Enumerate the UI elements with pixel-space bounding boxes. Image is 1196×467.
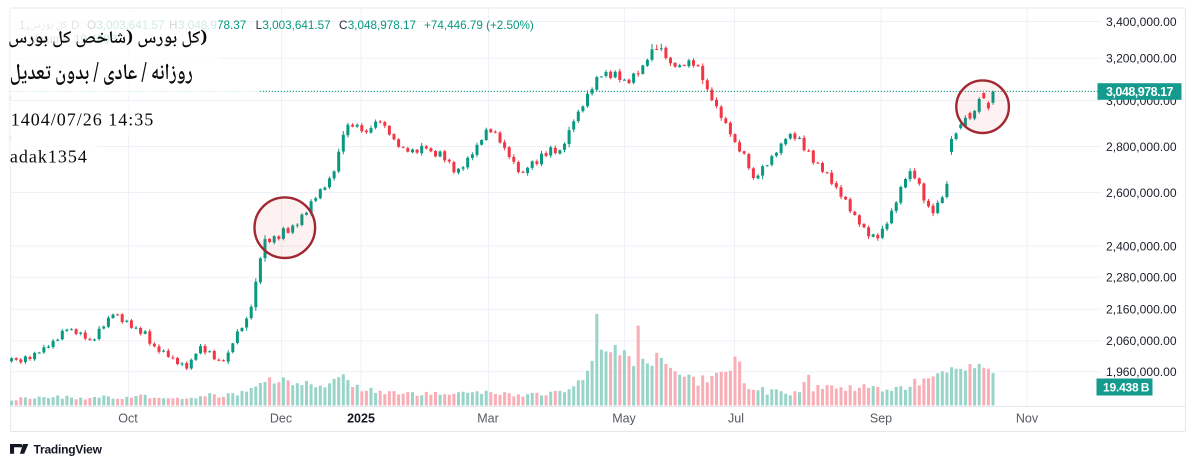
svg-text:1,960,000.00: 1,960,000.00 [1106, 365, 1177, 379]
svg-text:Jul: Jul [728, 412, 744, 426]
svg-text:adak1354: adak1354 [10, 146, 88, 166]
svg-text:Mar: Mar [477, 412, 499, 426]
svg-text:Dec: Dec [270, 412, 292, 426]
svg-text:3,400,000.00: 3,400,000.00 [1106, 15, 1177, 29]
svg-text:Sep: Sep [870, 412, 892, 426]
svg-text:19.438 B: 19.438 B [1103, 380, 1150, 394]
svg-text:2025: 2025 [347, 412, 375, 426]
svg-text:2,160,000.00: 2,160,000.00 [1106, 303, 1177, 317]
svg-text:2,400,000.00: 2,400,000.00 [1106, 239, 1177, 253]
svg-text:2,800,000.00: 2,800,000.00 [1106, 140, 1177, 154]
svg-text:3,048,978.17: 3,048,978.17 [348, 19, 416, 32]
svg-text:3,003,641.57: 3,003,641.57 [262, 19, 330, 32]
svg-text:2,280,000.00: 2,280,000.00 [1106, 271, 1177, 285]
svg-text:C: C [339, 19, 347, 32]
svg-text:Nov: Nov [1016, 412, 1039, 426]
svg-text:May: May [612, 412, 636, 426]
svg-text:2,060,000.00: 2,060,000.00 [1106, 334, 1177, 348]
svg-text:+74,446.79 (+2.50%): +74,446.79 (+2.50%) [424, 19, 534, 32]
svg-text:1404/07/26 14:35: 1404/07/26 14:35 [11, 110, 155, 130]
svg-text:L: L [256, 19, 263, 32]
svg-text:3,048,978.17: 3,048,978.17 [1106, 85, 1174, 99]
svg-text:TradingView: TradingView [34, 442, 103, 456]
svg-text:3,200,000.00: 3,200,000.00 [1106, 52, 1177, 66]
svg-text:Oct: Oct [118, 412, 138, 426]
svg-text:2,600,000.00: 2,600,000.00 [1106, 186, 1177, 200]
